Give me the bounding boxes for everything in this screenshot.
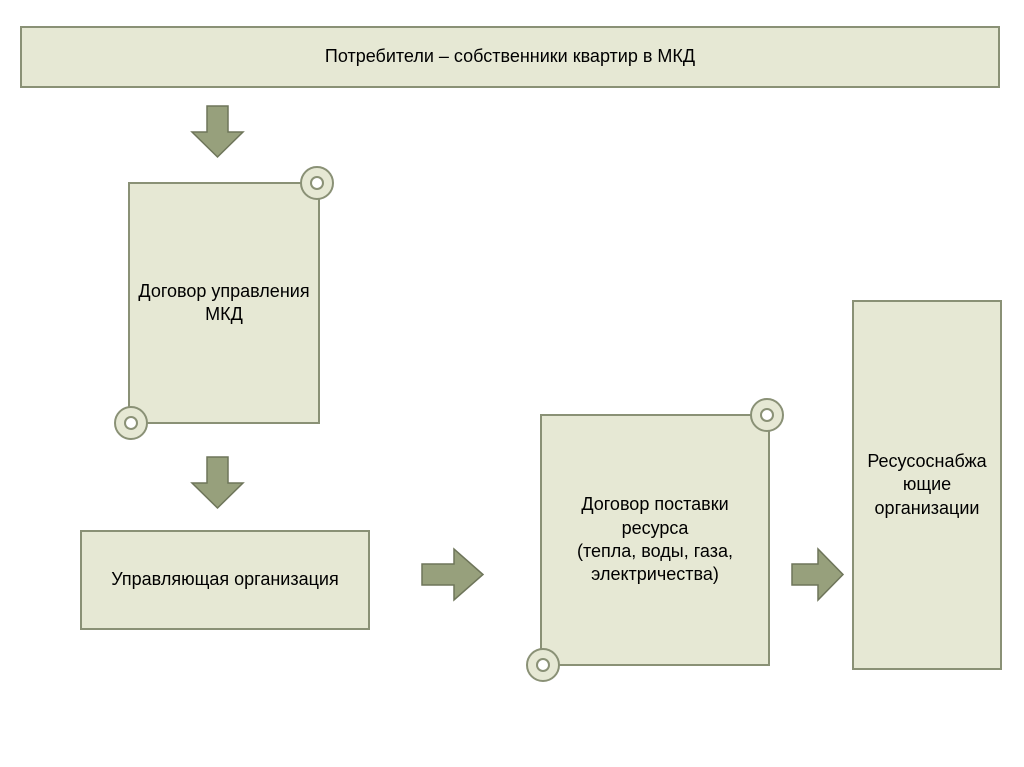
box-consumers: Потребители – собственники квартир в МКД — [20, 26, 1000, 88]
label-contract-mgmt: Договор управления МКД — [138, 280, 310, 327]
arrow-right-2 — [790, 547, 845, 602]
scroll-contract-mgmt: Договор управления МКД — [128, 168, 320, 438]
label-resource-org: Ресусоснабжающие организации — [862, 450, 992, 520]
scroll-contract-supply: Договор поставки ресурса (тепла, воды, г… — [540, 400, 770, 680]
arrow-right-1 — [420, 547, 485, 602]
box-mgmt-org: Управляющая организация — [80, 530, 370, 630]
label-consumers: Потребители – собственники квартир в МКД — [325, 45, 695, 68]
arrow-down-1 — [190, 104, 245, 159]
label-mgmt-org: Управляющая организация — [111, 568, 338, 591]
arrow-down-2 — [190, 455, 245, 510]
label-contract-supply: Договор поставки ресурса (тепла, воды, г… — [550, 493, 760, 587]
box-resource-org: Ресусоснабжающие организации — [852, 300, 1002, 670]
